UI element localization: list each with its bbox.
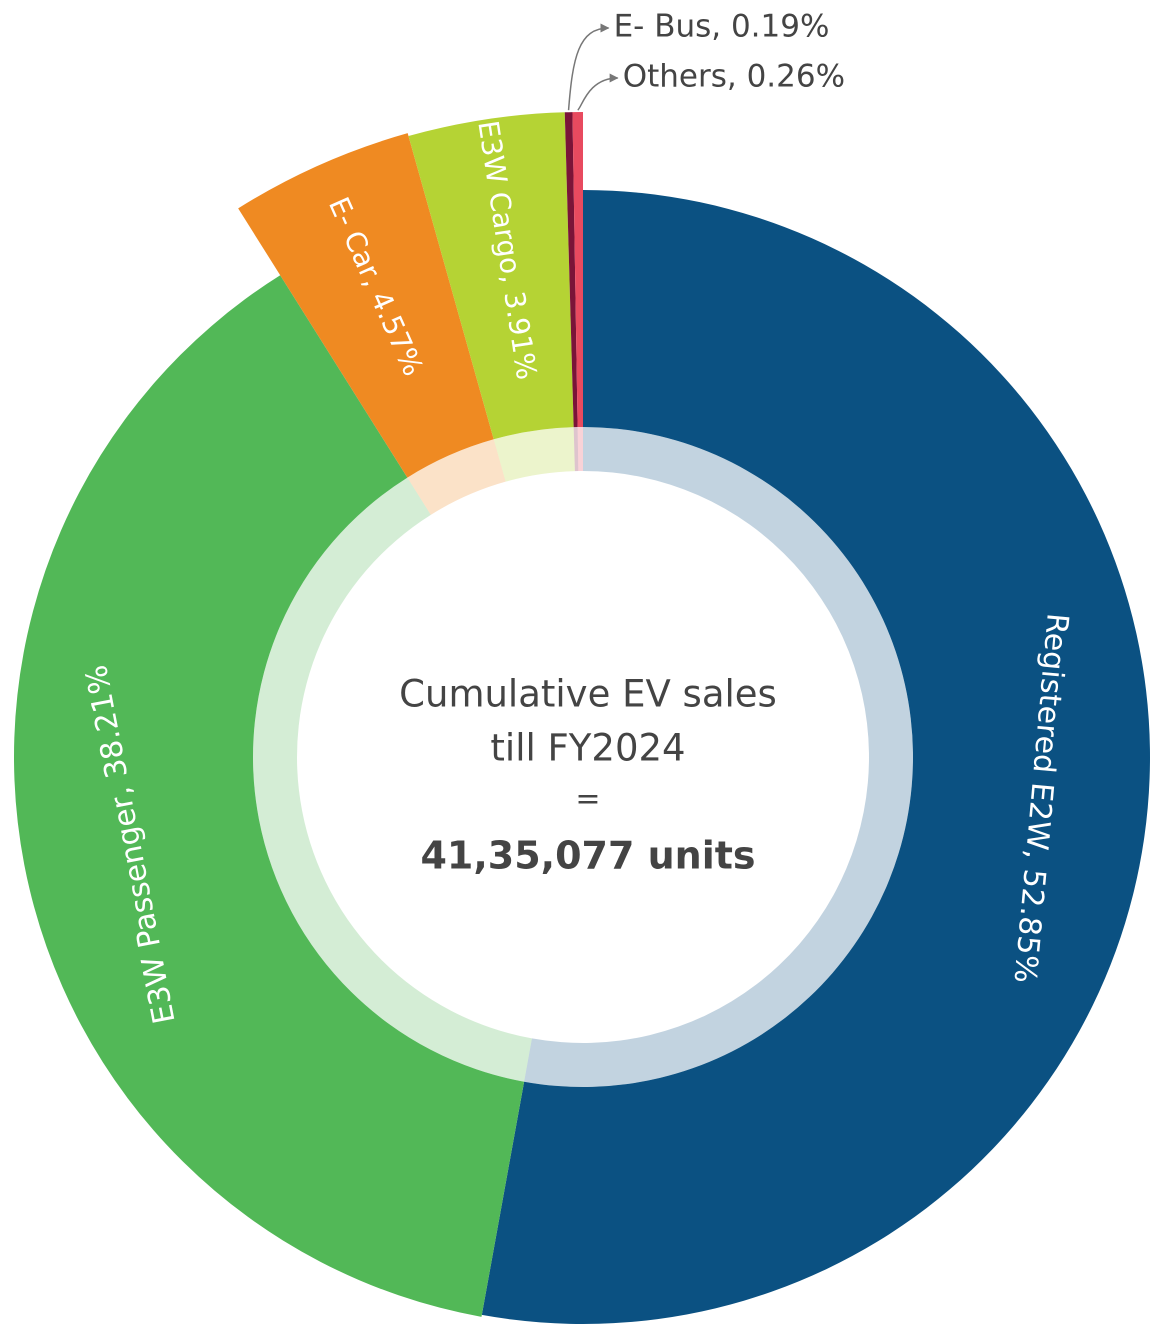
center-line: = xyxy=(575,782,600,817)
slice-inner xyxy=(573,427,579,472)
slice-inner xyxy=(253,477,532,1082)
slice xyxy=(572,112,583,428)
leader-line xyxy=(567,23,610,111)
outside-label: E- Bus, 0.19% xyxy=(614,9,830,45)
center-line: Cumulative EV sales xyxy=(399,673,777,716)
slice xyxy=(13,275,525,1317)
slice-inner xyxy=(493,427,575,482)
slice xyxy=(564,112,578,428)
leader-line xyxy=(577,73,619,111)
outside-label: Others, 0.26% xyxy=(623,59,845,95)
slice xyxy=(238,133,494,478)
slice-inner xyxy=(407,439,506,515)
center-total: 41,35,077 units xyxy=(420,834,755,878)
slice xyxy=(481,190,1150,1325)
center-line: till FY2024 xyxy=(490,727,685,770)
slice xyxy=(408,112,574,440)
slice-inner xyxy=(577,427,583,472)
